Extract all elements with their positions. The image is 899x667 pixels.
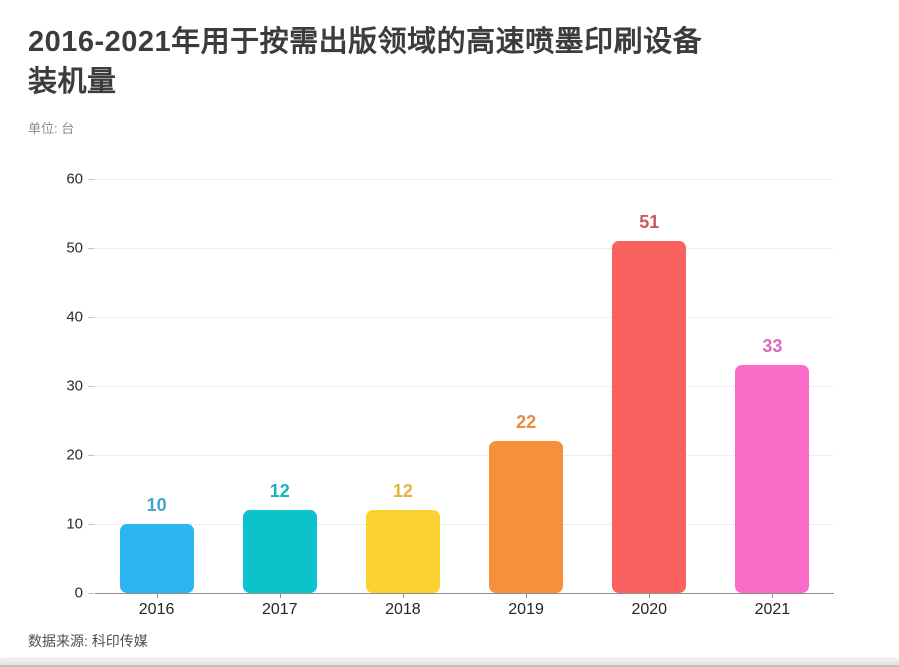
bar-2020	[612, 241, 687, 593]
y-tick-mark-60	[88, 179, 94, 180]
bar-2019	[489, 441, 564, 593]
x-tick-label-2020: 2020	[631, 601, 668, 618]
data-source-label: 数据来源: 科印传媒	[28, 633, 148, 649]
plot-area: 0 10 20 30 40 50 60 10 2016 12 2017 12 2018 22 2019 51 2…	[66, 171, 834, 618]
y-tick-mark-0	[88, 593, 94, 594]
y-tick-mark-20	[88, 455, 94, 456]
y-tick-mark-50	[88, 248, 94, 249]
y-tick-label-30: 30	[66, 377, 83, 395]
bar-2016	[119, 524, 194, 593]
bar-column-2017: 12 2017	[218, 179, 341, 618]
bar-value-label-2016: 10	[146, 495, 167, 515]
gridline-y-10	[95, 524, 834, 525]
bar-column-2016: 10 2016	[95, 179, 218, 618]
bar-column-2019: 22 2019	[465, 179, 588, 618]
page-title-line2: 装机量	[28, 66, 117, 98]
x-axis-line	[95, 593, 834, 594]
x-tick-label-2016: 2016	[138, 601, 175, 618]
bar-value-label-2020: 51	[639, 212, 660, 233]
bar-value-label-2017: 12	[269, 481, 290, 502]
x-tick-label-2018: 2018	[385, 601, 421, 618]
x-tick-mark-2018	[402, 594, 404, 598]
y-tick-label-20: 20	[66, 446, 83, 464]
page-title-line1: 2016-2021年用于按需出版领域的高速喷墨印刷设备	[28, 26, 703, 58]
bar-column-2020: 51 2020	[588, 179, 711, 618]
y-tick-mark-30	[88, 386, 94, 387]
y-tick-label-10: 10	[66, 515, 83, 533]
x-tick-mark-2020	[649, 594, 651, 598]
y-tick-label-60: 60	[66, 170, 83, 188]
x-tick-label-2017: 2017	[261, 601, 298, 618]
x-tick-mark-2019	[526, 594, 528, 598]
bar-value-label-2019: 22	[516, 412, 537, 433]
page-title: 2016-2021年用于按需出版领域的高速喷墨印刷设备 装机量	[28, 22, 873, 102]
gridline-y-40	[95, 317, 834, 318]
y-tick-mark-10	[88, 524, 94, 525]
bar-column-2018: 12 2018	[341, 179, 464, 618]
y-tick-mark-40	[88, 317, 94, 318]
window-bottom-edge	[0, 658, 899, 667]
bar-2017	[242, 510, 317, 593]
x-tick-mark-2016	[156, 594, 158, 598]
bar-2021	[735, 365, 810, 593]
x-tick-mark-2021	[772, 594, 774, 598]
bar-value-label-2018: 12	[392, 481, 413, 502]
bar-value-label-2021: 33	[762, 336, 783, 357]
unit-label: 单位: 台	[28, 121, 75, 136]
gridline-y-50	[95, 248, 834, 249]
gridline-y-20	[95, 455, 834, 456]
x-tick-label-2021: 2021	[754, 601, 791, 618]
bar-2018	[365, 510, 440, 593]
gridline-y-60	[95, 179, 834, 180]
x-tick-label-2019: 2019	[508, 601, 544, 618]
y-tick-label-40: 40	[66, 308, 83, 326]
gridline-y-30	[95, 386, 834, 387]
y-tick-label-0: 0	[74, 584, 83, 602]
y-tick-label-50: 50	[66, 239, 83, 257]
x-tick-mark-2017	[279, 594, 281, 598]
bar-column-2021: 33 2021	[711, 179, 834, 618]
